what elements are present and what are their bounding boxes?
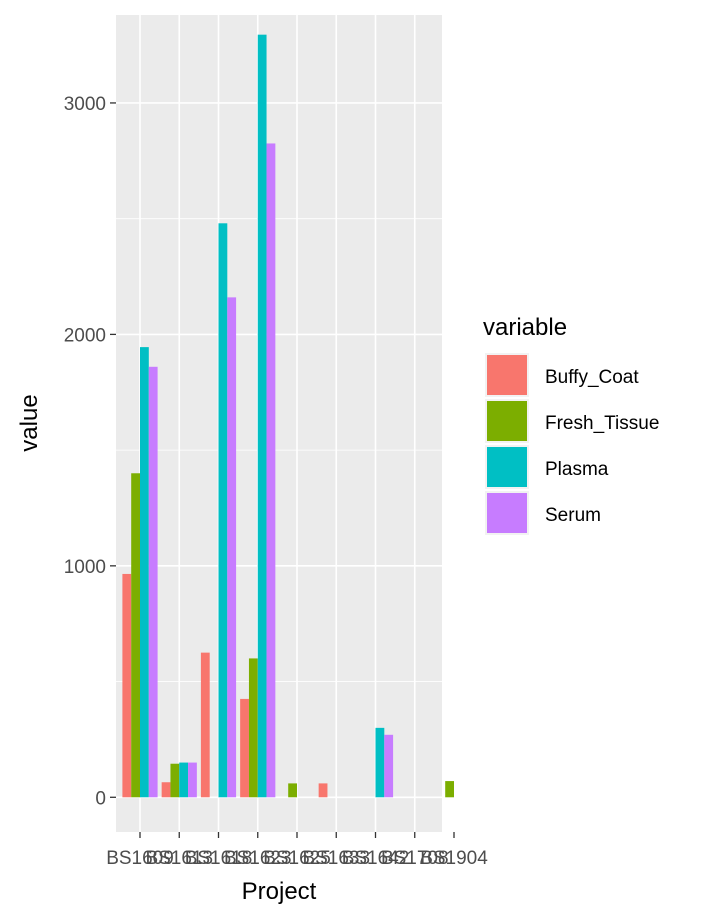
- plot-panel: [116, 15, 442, 832]
- bar-buffy-coat-bs1633: [318, 783, 328, 798]
- x-tick-label: BS1625: [263, 848, 331, 869]
- legend-label-serum: Serum: [545, 505, 601, 526]
- x-tick-label: BS1633: [302, 848, 370, 869]
- bar-fresh-tissue-bs1613: [170, 763, 180, 798]
- bar-serum-bs1642: [384, 734, 394, 798]
- y-tick-label: 3000: [64, 94, 106, 115]
- bar-fresh-tissue-bs1904: [445, 781, 454, 798]
- x-tick-label: BS1708: [381, 848, 449, 869]
- y-axis-title: value: [16, 394, 43, 451]
- x-axis-title: Project: [242, 878, 317, 905]
- x-tick-label: BS1904: [420, 848, 488, 869]
- bar-fresh-tissue-bs1623: [248, 658, 258, 798]
- grid-minor: [116, 218, 442, 682]
- bar-plasma-bs1613: [179, 762, 189, 798]
- legend: variable Buffy_Coat Fresh_Tissue Plasma Ser…: [483, 314, 659, 535]
- bar-serum-bs1623: [266, 143, 276, 798]
- y-tick-label: 0: [95, 788, 106, 809]
- bar-plasma-bs1609: [140, 347, 149, 798]
- bars: [122, 34, 454, 798]
- x-tick-label: BS1642: [342, 848, 410, 869]
- legend-label-plasma: Plasma: [545, 459, 609, 480]
- x-tick-label: BS1623: [224, 848, 292, 869]
- legend-key-fresh-tissue: [487, 401, 527, 441]
- legend-key-plasma: [487, 447, 527, 487]
- bar-buffy-coat-bs1623: [240, 698, 249, 798]
- legend-key-buffy-coat: [487, 355, 527, 395]
- bar-serum-bs1609: [148, 366, 158, 798]
- legend-label-fresh-tissue: Fresh_Tissue: [545, 413, 659, 434]
- bar-fresh-tissue-bs1625: [288, 783, 297, 798]
- y-axis-ticks: 0 1000 2000 3000: [64, 94, 116, 809]
- bar-serum-bs1613: [188, 762, 197, 798]
- legend-key-serum: [487, 493, 527, 533]
- x-tick-label: BS1618: [185, 848, 253, 869]
- bar-fresh-tissue-bs1609: [131, 473, 140, 798]
- bar-buffy-coat-bs1613: [161, 782, 171, 798]
- bar-serum-bs1618: [227, 297, 237, 798]
- x-tick-label: BS1613: [145, 848, 213, 869]
- bar-plasma-bs1618: [218, 223, 228, 798]
- y-tick-label: 1000: [64, 557, 106, 578]
- legend-title: variable: [483, 314, 567, 341]
- y-tick-label: 2000: [64, 325, 106, 346]
- bar-buffy-coat-bs1609: [122, 573, 132, 798]
- bar-buffy-coat-bs1618: [200, 652, 210, 798]
- legend-label-buffy-coat: Buffy_Coat: [545, 367, 639, 388]
- x-tick-label: BS1609: [106, 848, 174, 869]
- x-axis-ticks: BS1609BS1613BS1618BS1623BS1625BS1633BS16…: [106, 832, 488, 869]
- bar-plasma-bs1642: [375, 727, 385, 798]
- bar-plasma-bs1623: [257, 34, 267, 798]
